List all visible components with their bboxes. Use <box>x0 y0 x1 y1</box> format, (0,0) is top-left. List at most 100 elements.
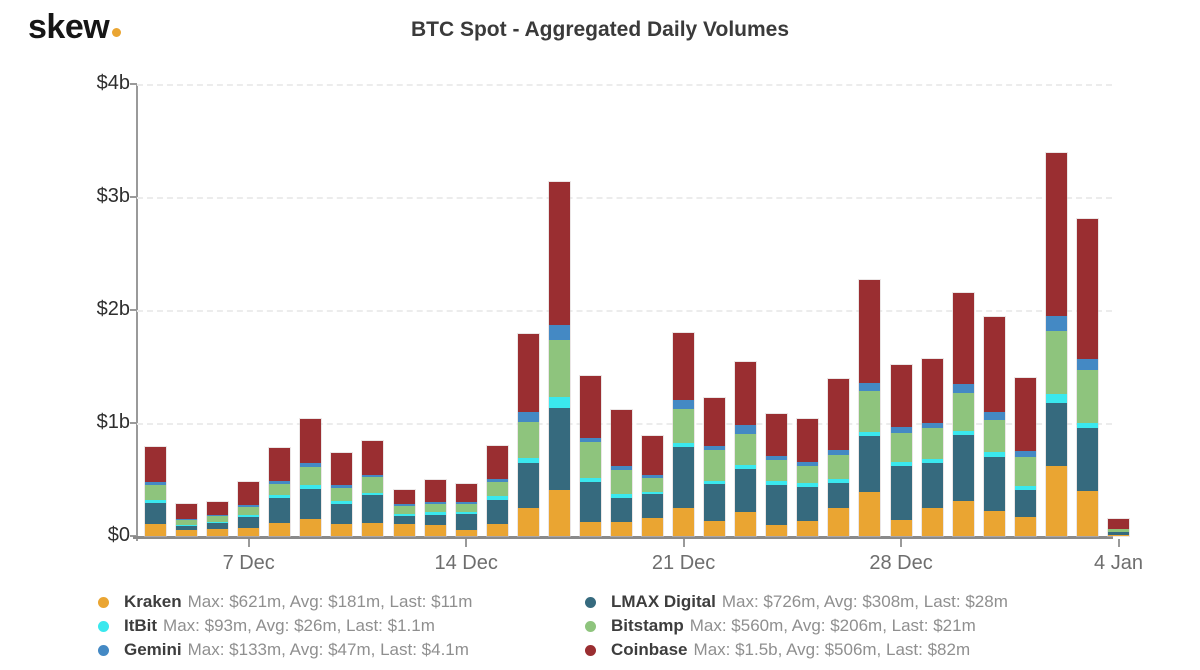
bar-segment-itbit <box>766 481 788 486</box>
bar-segment-bitstamp <box>424 504 446 513</box>
bar-17-dec[interactable] <box>548 182 570 536</box>
x-axis-tick <box>465 539 468 547</box>
bar-28-dec[interactable] <box>890 365 912 536</box>
bar-segment-lmax-digital <box>766 485 788 526</box>
bar-23-dec[interactable] <box>735 362 757 536</box>
bar-segment-lmax-digital <box>797 487 819 521</box>
legend-name: LMAX Digital <box>611 592 716 611</box>
bar-segment-kraken <box>983 510 1005 536</box>
bar-18-dec[interactable] <box>579 376 601 536</box>
bar-5-dec[interactable] <box>176 504 198 536</box>
bar-6-dec[interactable] <box>207 502 229 536</box>
bar-segment-itbit <box>393 513 415 517</box>
bar-26-dec[interactable] <box>828 379 850 536</box>
bar-segment-kraken <box>207 529 229 536</box>
bar-segment-coinbase <box>1108 519 1129 529</box>
bar-segment-coinbase <box>1045 152 1067 317</box>
bar-segment-bitstamp <box>393 505 415 514</box>
x-axis-tick <box>682 539 685 547</box>
bar-segment-gemini <box>486 479 508 483</box>
bar-segment-itbit <box>983 451 1005 457</box>
bar-segment-lmax-digital <box>517 462 539 508</box>
bar-segment-gemini <box>1076 359 1098 371</box>
bar-segment-bitstamp <box>859 391 881 432</box>
bar-segment-itbit <box>1014 486 1036 491</box>
bar-21-dec[interactable] <box>673 333 695 536</box>
bar-16-dec[interactable] <box>517 333 539 536</box>
legend-item-itbit[interactable]: ItBit Max: $93m, Avg: $26m, Last: $1.1m <box>98 614 472 638</box>
bar-15-dec[interactable] <box>486 446 508 536</box>
bar-segment-gemini <box>455 501 477 504</box>
bar-segment-lmax-digital <box>331 504 353 525</box>
bar-segment-gemini <box>797 461 819 466</box>
bar-segment-coinbase <box>1076 219 1098 360</box>
x-axis-label: 21 Dec <box>651 552 716 574</box>
legend-dot-icon <box>585 620 596 632</box>
chart-title: BTC Spot - Aggregated Daily Volumes <box>410 18 790 41</box>
bar-segment-kraken <box>828 507 850 536</box>
bar-9-dec[interactable] <box>300 419 322 536</box>
bar-segment-kraken <box>238 527 260 536</box>
bar-7-dec[interactable] <box>238 482 260 536</box>
bar-segment-kraken <box>673 508 695 536</box>
bar-segment-coinbase <box>890 365 912 428</box>
bar-24-dec[interactable] <box>766 413 788 536</box>
bar-segment-bitstamp <box>610 470 632 495</box>
bar-segment-itbit <box>238 514 260 517</box>
bar-segment-kraken <box>921 508 943 536</box>
bar-segment-bitstamp <box>642 478 664 492</box>
bar-segment-coinbase <box>455 483 477 502</box>
bar-segment-lmax-digital <box>890 465 912 520</box>
skew-logo-text: skew <box>28 8 110 46</box>
bar-1-jan[interactable] <box>1014 378 1036 536</box>
gridline <box>137 84 1112 86</box>
legend-stats: Max: $1.5b, Avg: $506m, Last: $82m <box>693 640 971 659</box>
legend-item-bitstamp[interactable]: Bitstamp Max: $560m, Avg: $206m, Last: $2… <box>585 614 1008 638</box>
bar-29-dec[interactable] <box>921 359 943 536</box>
bar-10-dec[interactable] <box>331 452 353 536</box>
bar-segment-coinbase <box>331 452 353 486</box>
bar-segment-itbit <box>1045 394 1067 404</box>
bar-4-dec[interactable] <box>145 446 166 536</box>
bar-segment-itbit <box>486 496 508 501</box>
bar-segment-coinbase <box>673 333 695 400</box>
bar-segment-gemini <box>579 438 601 443</box>
bar-13-dec[interactable] <box>424 479 446 536</box>
bar-8-dec[interactable] <box>269 448 291 536</box>
bar-segment-coinbase <box>145 446 166 483</box>
bar-segment-coinbase <box>176 504 198 519</box>
bar-segment-bitstamp <box>673 408 695 444</box>
bar-14-dec[interactable] <box>455 483 477 536</box>
bar-segment-coinbase <box>424 479 446 503</box>
bar-segment-kraken <box>362 523 384 536</box>
bar-25-dec[interactable] <box>797 418 819 536</box>
bar-segment-kraken <box>393 524 415 536</box>
bar-27-dec[interactable] <box>859 280 881 536</box>
bar-segment-coinbase <box>300 419 322 463</box>
bar-30-dec[interactable] <box>952 293 974 536</box>
bar-19-dec[interactable] <box>610 410 632 536</box>
bar-22-dec[interactable] <box>704 398 726 536</box>
bar-segment-kraken <box>642 518 664 536</box>
bar-segment-coinbase <box>735 362 757 426</box>
bar-2-jan[interactable] <box>1045 152 1067 536</box>
bar-segment-coinbase <box>859 280 881 383</box>
bar-12-dec[interactable] <box>393 489 415 536</box>
legend-item-lmax-digital[interactable]: LMAX Digital Max: $726m, Avg: $308m, Last… <box>585 590 1008 614</box>
bar-segment-kraken <box>859 492 881 536</box>
legend-stats: Max: $93m, Avg: $26m, Last: $1.1m <box>163 616 435 635</box>
bar-segment-lmax-digital <box>983 456 1005 511</box>
bar-11-dec[interactable] <box>362 441 384 536</box>
bar-4-jan[interactable] <box>1108 519 1129 536</box>
legend-stats: Max: $726m, Avg: $308m, Last: $28m <box>721 592 1008 611</box>
bar-3-jan[interactable] <box>1076 219 1098 536</box>
bar-segment-itbit <box>331 501 353 505</box>
bar-20-dec[interactable] <box>642 435 664 536</box>
bar-segment-gemini <box>393 503 415 506</box>
legend-item-kraken[interactable]: Kraken Max: $621m, Avg: $181m, Last: $11m <box>98 590 472 614</box>
legend-item-coinbase[interactable]: Coinbase Max: $1.5b, Avg: $506m, Last: $8… <box>585 638 1008 662</box>
y-axis-line <box>136 84 138 541</box>
legend-stats: Max: $621m, Avg: $181m, Last: $11m <box>187 592 473 611</box>
bar-31-dec[interactable] <box>983 317 1005 536</box>
legend-item-gemini[interactable]: Gemini Max: $133m, Avg: $47m, Last: $4.1m <box>98 638 472 662</box>
